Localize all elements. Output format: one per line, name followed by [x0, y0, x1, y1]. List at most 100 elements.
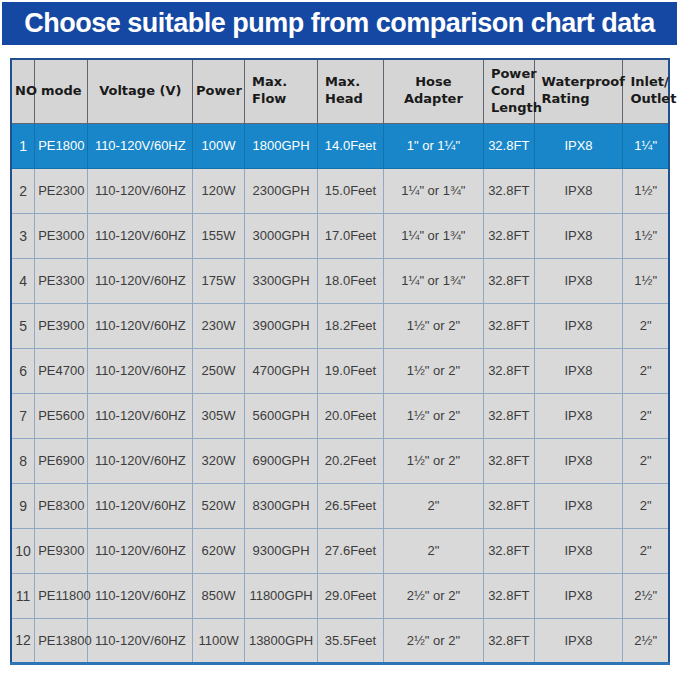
cell-inlet_outlet: 2" — [623, 393, 669, 438]
page-title-banner: Choose suitable pump from comparison cha… — [2, 2, 677, 45]
cell-power: 320W — [193, 438, 245, 483]
cell-inlet_outlet: 2½" — [623, 618, 669, 663]
cell-no: 4 — [11, 258, 35, 303]
column-header-max_head: Max. Head — [318, 59, 384, 123]
cell-max_flow: 9300GPH — [245, 528, 318, 573]
cell-max_head: 18.0Feet — [318, 258, 384, 303]
cell-waterproof_rating: IPX8 — [534, 123, 623, 168]
cell-power: 155W — [193, 213, 245, 258]
column-header-power_cord_length: Power Cord Length — [483, 59, 534, 123]
table-row[interactable]: 11PE11800110-120V/60HZ850W11800GPH29.0Fe… — [11, 573, 669, 618]
table-row[interactable]: 1PE1800110-120V/60HZ100W1800GPH14.0Feet1… — [11, 123, 669, 168]
cell-voltage: 110-120V/60HZ — [88, 213, 193, 258]
column-header-voltage: Voltage (V) — [88, 59, 193, 123]
cell-max_head: 35.5Feet — [318, 618, 384, 663]
cell-waterproof_rating: IPX8 — [534, 168, 623, 213]
cell-max_flow: 1800GPH — [245, 123, 318, 168]
cell-max_head: 14.0Feet — [318, 123, 384, 168]
cell-hose_adapter: 1½" or 2" — [383, 348, 483, 393]
cell-max_flow: 8300GPH — [245, 483, 318, 528]
cell-no: 7 — [11, 393, 35, 438]
page-title: Choose suitable pump from comparison cha… — [24, 8, 655, 39]
table-row[interactable]: 12PE13800110-120V/60HZ1100W13800GPH35.5F… — [11, 618, 669, 663]
cell-power_cord_length: 32.8FT — [483, 123, 534, 168]
cell-max_head: 20.0Feet — [318, 393, 384, 438]
table-row[interactable]: 8PE6900110-120V/60HZ320W6900GPH20.2Feet1… — [11, 438, 669, 483]
cell-voltage: 110-120V/60HZ — [88, 348, 193, 393]
cell-hose_adapter: 1¼" or 1¾" — [383, 168, 483, 213]
pump-comparison-table: NOmodeVoltage (V)PowerMax. FlowMax. Head… — [10, 58, 670, 665]
cell-mode: PE9300 — [35, 528, 88, 573]
cell-mode: PE3000 — [35, 213, 88, 258]
cell-waterproof_rating: IPX8 — [534, 303, 623, 348]
cell-waterproof_rating: IPX8 — [534, 618, 623, 663]
cell-power: 100W — [193, 123, 245, 168]
column-header-waterproof_rating: Waterproof Rating — [534, 59, 623, 123]
cell-power: 1100W — [193, 618, 245, 663]
table-row[interactable]: 6PE4700110-120V/60HZ250W4700GPH19.0Feet1… — [11, 348, 669, 393]
cell-inlet_outlet: 2½" — [623, 573, 669, 618]
cell-no: 12 — [11, 618, 35, 663]
cell-inlet_outlet: 1½" — [623, 213, 669, 258]
cell-voltage: 110-120V/60HZ — [88, 123, 193, 168]
table-row[interactable]: 7PE5600110-120V/60HZ305W5600GPH20.0Feet1… — [11, 393, 669, 438]
cell-no: 2 — [11, 168, 35, 213]
cell-hose_adapter: 2" — [383, 528, 483, 573]
cell-inlet_outlet: 1¼" — [623, 123, 669, 168]
cell-no: 1 — [11, 123, 35, 168]
cell-max_flow: 2300GPH — [245, 168, 318, 213]
cell-voltage: 110-120V/60HZ — [88, 303, 193, 348]
table-header: NOmodeVoltage (V)PowerMax. FlowMax. Head… — [11, 59, 669, 123]
cell-mode: PE2300 — [35, 168, 88, 213]
cell-inlet_outlet: 2" — [623, 438, 669, 483]
column-header-max_flow: Max. Flow — [245, 59, 318, 123]
cell-inlet_outlet: 2" — [623, 528, 669, 573]
cell-max_flow: 13800GPH — [245, 618, 318, 663]
column-header-power: Power — [193, 59, 245, 123]
cell-max_head: 17.0Feet — [318, 213, 384, 258]
cell-inlet_outlet: 2" — [623, 483, 669, 528]
table-row[interactable]: 5PE3900110-120V/60HZ230W3900GPH18.2Feet1… — [11, 303, 669, 348]
cell-waterproof_rating: IPX8 — [534, 438, 623, 483]
cell-max_head: 18.2Feet — [318, 303, 384, 348]
cell-hose_adapter: 1" or 1¼" — [383, 123, 483, 168]
cell-max_head: 27.6Feet — [318, 528, 384, 573]
column-header-hose_adapter: Hose Adapter — [383, 59, 483, 123]
cell-waterproof_rating: IPX8 — [534, 483, 623, 528]
cell-power_cord_length: 32.8FT — [483, 303, 534, 348]
cell-max_head: 26.5Feet — [318, 483, 384, 528]
cell-max_flow: 11800GPH — [245, 573, 318, 618]
cell-mode: PE4700 — [35, 348, 88, 393]
table-row[interactable]: 2PE2300110-120V/60HZ120W2300GPH15.0Feet1… — [11, 168, 669, 213]
cell-power_cord_length: 32.8FT — [483, 393, 534, 438]
cell-mode: PE6900 — [35, 438, 88, 483]
cell-max_flow: 5600GPH — [245, 393, 318, 438]
cell-max_flow: 3900GPH — [245, 303, 318, 348]
cell-hose_adapter: 1½" or 2" — [383, 438, 483, 483]
cell-mode: PE3900 — [35, 303, 88, 348]
table-row[interactable]: 3PE3000110-120V/60HZ155W3000GPH17.0Feet1… — [11, 213, 669, 258]
cell-power: 305W — [193, 393, 245, 438]
cell-inlet_outlet: 2" — [623, 348, 669, 393]
cell-max_head: 29.0Feet — [318, 573, 384, 618]
cell-no: 5 — [11, 303, 35, 348]
table-row[interactable]: 9PE8300110-120V/60HZ520W8300GPH26.5Feet2… — [11, 483, 669, 528]
cell-no: 3 — [11, 213, 35, 258]
cell-power_cord_length: 32.8FT — [483, 573, 534, 618]
cell-hose_adapter: 1½" or 2" — [383, 393, 483, 438]
cell-voltage: 110-120V/60HZ — [88, 168, 193, 213]
table-body: 1PE1800110-120V/60HZ100W1800GPH14.0Feet1… — [11, 123, 669, 663]
cell-no: 8 — [11, 438, 35, 483]
table-row[interactable]: 4PE3300110-120V/60HZ175W3300GPH18.0Feet1… — [11, 258, 669, 303]
cell-max_head: 15.0Feet — [318, 168, 384, 213]
cell-power: 120W — [193, 168, 245, 213]
cell-voltage: 110-120V/60HZ — [88, 393, 193, 438]
cell-max_head: 19.0Feet — [318, 348, 384, 393]
cell-mode: PE8300 — [35, 483, 88, 528]
cell-voltage: 110-120V/60HZ — [88, 483, 193, 528]
cell-power: 520W — [193, 483, 245, 528]
cell-mode: PE3300 — [35, 258, 88, 303]
table-row[interactable]: 10PE9300110-120V/60HZ620W9300GPH27.6Feet… — [11, 528, 669, 573]
cell-no: 10 — [11, 528, 35, 573]
cell-mode: PE5600 — [35, 393, 88, 438]
